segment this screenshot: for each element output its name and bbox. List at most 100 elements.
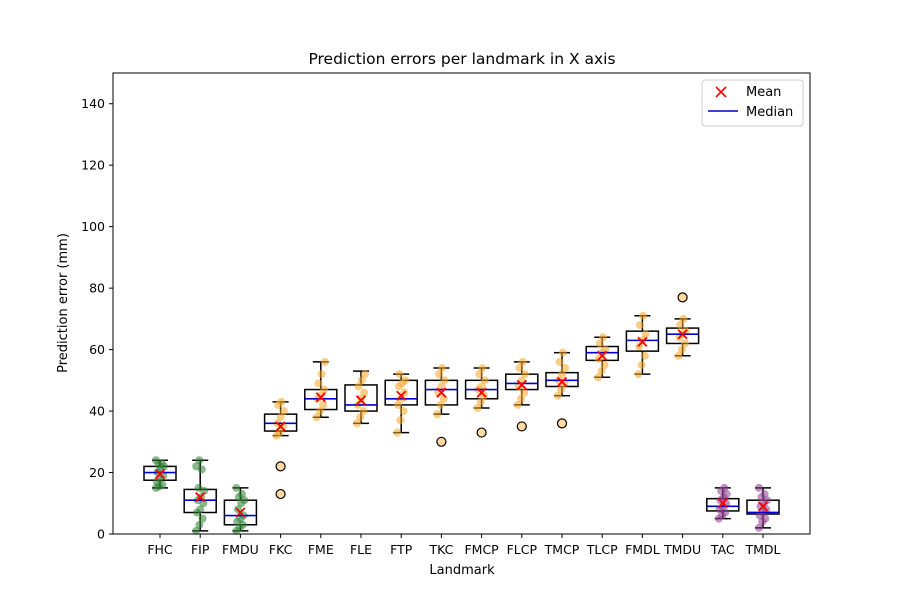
data-point — [361, 370, 369, 379]
data-point — [196, 505, 205, 514]
data-point — [679, 314, 688, 323]
mean-marker — [436, 387, 447, 398]
x-tick-label: TMCP — [544, 542, 580, 557]
data-point — [359, 407, 368, 416]
x-tick-label: FTP — [390, 542, 413, 557]
data-point — [558, 348, 567, 357]
data-point — [353, 419, 361, 428]
box-group-fle — [344, 370, 378, 428]
data-point — [521, 370, 529, 379]
data-point — [316, 391, 325, 400]
data-point — [641, 330, 650, 339]
data-point — [360, 388, 369, 397]
data-point — [437, 382, 446, 391]
y-axis: 0 20 40 60 80 100 120 140 — [81, 96, 113, 542]
x-tick-label: FKC — [269, 542, 293, 557]
data-point — [477, 382, 486, 391]
box-group-tmcp — [545, 348, 579, 429]
data-point — [401, 376, 410, 385]
data-point — [232, 483, 241, 492]
data-point — [279, 407, 288, 416]
data-point — [394, 400, 402, 409]
data-point — [277, 397, 286, 406]
data-point — [676, 321, 685, 330]
data-point — [440, 376, 449, 385]
y-axis-title: Prediction error (mm) — [56, 233, 71, 373]
data-point — [320, 357, 329, 366]
data-point — [594, 373, 603, 382]
y-tick-label: 60 — [89, 342, 105, 357]
data-point — [357, 376, 366, 385]
legend-mean-label: Mean — [746, 85, 781, 100]
mean-marker — [556, 376, 568, 388]
data-point — [395, 370, 404, 379]
data-point — [601, 345, 610, 354]
x-tick-label: FME — [308, 542, 334, 557]
data-point — [399, 407, 408, 416]
data-point — [354, 382, 363, 391]
x-tick-label: FLCP — [507, 542, 538, 557]
data-point — [476, 397, 485, 406]
mean-marker — [235, 507, 246, 518]
data-point — [480, 376, 489, 385]
data-point — [195, 520, 204, 529]
data-point — [639, 311, 648, 320]
data-point — [356, 413, 365, 422]
data-point — [634, 370, 643, 379]
outlier-point — [556, 418, 568, 429]
data-point — [314, 379, 323, 388]
data-point — [755, 483, 763, 492]
data-point — [478, 364, 487, 373]
data-point — [192, 526, 201, 535]
mean-marker — [637, 336, 648, 348]
legend-frame — [701, 79, 804, 127]
legend: Mean Median — [701, 79, 804, 127]
data-point — [438, 364, 447, 373]
box-group-fkc — [263, 397, 298, 500]
box-group-tlcp — [585, 333, 619, 382]
y-tick-label: 140 — [81, 96, 105, 111]
x-tick-label: TAC — [710, 542, 735, 557]
box-group-fmdu — [223, 483, 258, 535]
data-point — [436, 400, 445, 409]
y-tick-label: 120 — [81, 158, 105, 173]
box-group-fmcp — [464, 364, 499, 438]
data-point — [640, 351, 649, 360]
data-point — [636, 321, 644, 330]
data-point — [637, 360, 646, 369]
plot-frame — [112, 72, 811, 535]
data-point — [357, 394, 365, 403]
x-tick-label: TMDL — [744, 542, 780, 557]
data-point — [276, 413, 285, 422]
data-point — [518, 357, 527, 366]
plot-area — [143, 292, 780, 535]
data-point — [720, 483, 729, 492]
outlier-point — [275, 488, 286, 500]
box-group-flcp — [505, 357, 539, 432]
mean-marker — [396, 390, 407, 401]
mean-marker — [757, 501, 769, 512]
box-group-tac — [706, 483, 740, 523]
mean-marker — [516, 379, 527, 391]
x-axis-title: Landmark — [429, 563, 495, 578]
data-point — [515, 364, 524, 373]
x-tick-label: FMDU — [222, 542, 259, 557]
y-tick-label: 0 — [97, 527, 105, 542]
outlier-point — [677, 292, 688, 303]
outlier-point — [275, 461, 286, 472]
data-point — [396, 416, 405, 425]
data-point — [674, 351, 683, 360]
mean-marker — [315, 392, 326, 403]
box-group-fme — [304, 357, 338, 422]
x-tick-label: TKC — [428, 542, 453, 557]
outlier-point — [476, 427, 487, 438]
box-group-ftp — [384, 370, 418, 437]
data-point — [317, 370, 326, 379]
data-point — [433, 410, 442, 419]
x-tick-label: TLCP — [586, 542, 618, 557]
data-point — [198, 514, 207, 523]
data-point — [393, 428, 402, 437]
mean-marker — [275, 421, 286, 432]
legend-mean-marker — [715, 86, 727, 98]
y-tick-label: 20 — [89, 465, 105, 480]
